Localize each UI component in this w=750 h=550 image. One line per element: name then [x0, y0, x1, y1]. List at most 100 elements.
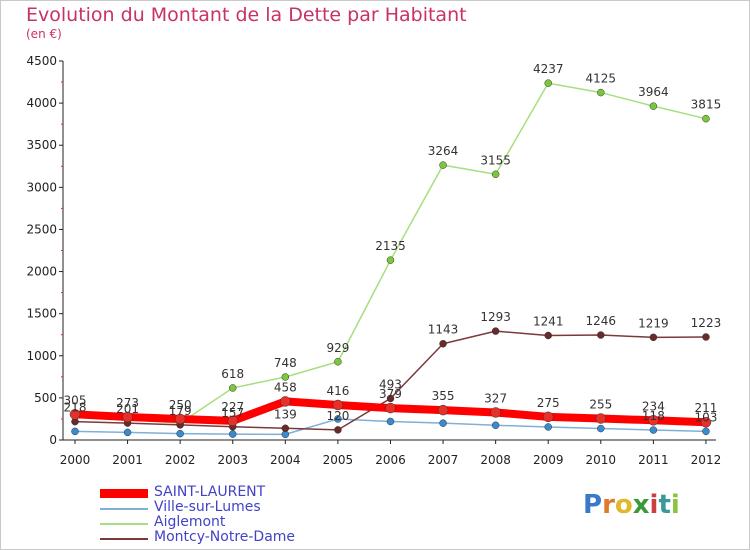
data-point: [386, 394, 395, 403]
data-label: 157: [221, 406, 244, 420]
legend-item: SAINT-LAURENT: [100, 484, 340, 501]
data-label: 618: [221, 367, 244, 381]
data-label: 234: [642, 399, 665, 413]
data-label: 255: [589, 398, 612, 412]
data-label: 275: [537, 396, 560, 410]
data-point: [439, 419, 447, 427]
data-point: [702, 333, 710, 341]
data-label: 250: [169, 398, 192, 412]
x-tick-label: 2006: [375, 453, 406, 467]
data-label: 327: [484, 391, 507, 405]
data-label: 120: [326, 409, 349, 423]
data-point: [228, 430, 237, 438]
data-point: [281, 373, 290, 381]
data-point: [542, 411, 554, 423]
proxiti-logo: Proxiti: [583, 490, 680, 520]
data-point: [491, 170, 500, 179]
legend-label: Ville-sur-Lumes: [154, 499, 261, 515]
x-tick-label: 2003: [217, 453, 248, 467]
legend-item: Montcy-Notre-Dame: [100, 529, 340, 546]
data-point: [228, 384, 237, 392]
data-point: [597, 88, 605, 97]
chart-subtitle: (en €): [26, 27, 62, 41]
x-tick-label: 2005: [323, 453, 354, 467]
data-point: [280, 396, 291, 407]
data-point: [123, 428, 132, 437]
data-point: [386, 417, 395, 426]
data-label: 493: [379, 377, 402, 391]
data-label: 1223: [691, 316, 722, 330]
data-label: 179: [169, 404, 192, 418]
data-label: 1246: [586, 314, 617, 328]
data-point: [544, 79, 552, 87]
logo-letter: o: [614, 490, 633, 520]
data-point: [176, 429, 184, 438]
data-label: 4125: [586, 72, 617, 86]
x-tick-label: 2009: [533, 453, 564, 467]
legend-swatch: [100, 489, 148, 498]
data-label: 218: [64, 401, 87, 415]
data-label: 273: [116, 396, 139, 410]
data-label: 748: [274, 356, 297, 370]
y-tick-label: 2500: [26, 222, 57, 236]
y-tick-label: 3500: [26, 138, 57, 152]
x-tick-label: 2007: [428, 453, 459, 467]
data-label: 139: [274, 407, 297, 421]
data-label: 458: [274, 380, 297, 394]
legend-swatch: [100, 523, 148, 525]
y-tick-label: 500: [34, 391, 57, 405]
logo-letter: i: [649, 490, 659, 520]
data-label: 118: [642, 409, 665, 423]
data-label: 3815: [691, 98, 722, 112]
data-point: [597, 424, 605, 433]
legend-label: SAINT-LAURENT: [154, 484, 266, 500]
chart-title: Evolution du Montant de la Dette par Hab…: [26, 4, 467, 26]
data-point: [332, 399, 344, 411]
data-label: 103: [695, 410, 718, 424]
x-tick-label: 2011: [638, 453, 669, 467]
data-label: 1241: [533, 314, 564, 328]
data-point: [544, 331, 552, 340]
data-label: 3964: [638, 85, 669, 99]
data-point: [490, 407, 501, 418]
data-point: [702, 114, 710, 123]
data-point: [648, 415, 659, 426]
data-point: [491, 327, 500, 335]
data-label: 305: [64, 393, 87, 407]
data-label: 3155: [480, 153, 511, 167]
legend-swatch: [100, 508, 148, 510]
logo-letter: r: [602, 490, 615, 520]
data-point: [439, 339, 447, 348]
data-point: [649, 426, 658, 434]
data-point: [122, 411, 133, 423]
x-tick-label: 2001: [112, 453, 143, 467]
logo-letter: t: [658, 490, 671, 520]
x-tick-label: 2002: [165, 453, 196, 467]
x-tick-label: 2000: [60, 453, 91, 467]
data-point: [649, 333, 658, 342]
data-point: [491, 421, 500, 430]
x-tick-label: 2010: [586, 453, 617, 467]
data-point: [334, 415, 342, 423]
data-label: 201: [116, 402, 139, 416]
data-label: 355: [432, 389, 455, 403]
data-point: [334, 358, 342, 366]
data-point: [649, 102, 658, 110]
y-tick-label: 4500: [26, 54, 57, 68]
data-label: 2135: [375, 239, 406, 253]
data-label: 929: [326, 341, 349, 355]
x-tick-label: 2012: [691, 453, 722, 467]
data-point: [702, 427, 710, 436]
y-tick-label: 1500: [26, 307, 57, 321]
y-tick-label: 0: [49, 433, 57, 447]
data-point: [439, 161, 447, 169]
y-tick-label: 4000: [26, 96, 57, 110]
data-label: 3264: [428, 144, 459, 158]
data-point: [595, 413, 607, 424]
data-point: [544, 423, 552, 431]
data-point: [71, 427, 79, 436]
data-point: [174, 413, 186, 425]
y-tick-label: 2000: [26, 265, 57, 279]
data-point: [281, 424, 290, 433]
data-point: [386, 256, 395, 264]
